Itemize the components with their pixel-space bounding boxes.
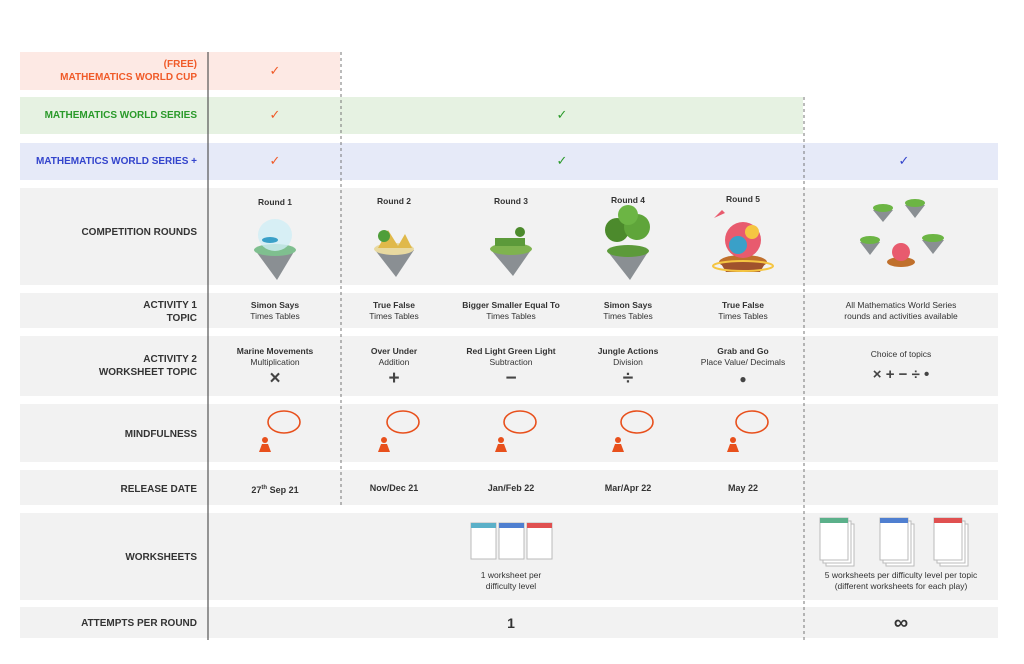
row-label: RELEASE DATE: [120, 484, 198, 495]
cell-subtitle: Times Tables: [486, 311, 536, 321]
cell-title: True False: [372, 300, 416, 310]
check: ✓: [556, 153, 568, 168]
operation-symbols: × + − ÷ •: [872, 366, 930, 383]
round-title: Round 4: [611, 195, 645, 205]
date-suffix: th: [261, 485, 268, 491]
label-line: WORKSHEET TOPIC: [98, 367, 197, 378]
label-line: ACTIVITY 1: [143, 300, 197, 311]
tier-label: MATHEMATICS WORLD SERIES: [44, 110, 197, 121]
operation-symbol: −: [505, 368, 517, 389]
cell: True False Times Tables: [678, 300, 808, 322]
tier-label: MATHEMATICS WORLD SERIES +: [35, 156, 197, 167]
row-label: WORKSHEETS: [125, 552, 197, 563]
check: ✓: [898, 153, 910, 168]
row-label: ACTIVITY 2 WORKSHEET TOPIC: [20, 353, 197, 379]
cell: Choice of topics × + − ÷ •: [836, 349, 966, 386]
cell-line: (different worksheets for each play): [834, 581, 968, 591]
cell: 1 worksheet per difficulty level: [446, 570, 576, 592]
cell: Bigger Smaller Equal To Times Tables: [446, 300, 576, 322]
cell-subtitle: Place Value/ Decimals: [700, 357, 786, 367]
cell: Jungle Actions Division ÷: [563, 346, 693, 390]
check: ✓: [556, 107, 568, 122]
cell-title: True False: [721, 300, 765, 310]
cell-line: All Mathematics World Series: [845, 300, 957, 310]
cell-title: Jungle Actions: [597, 346, 659, 356]
round-title: Round 5: [726, 194, 760, 204]
date: Nov/Dec 21: [369, 483, 419, 493]
cell-subtitle: Division: [613, 357, 643, 367]
cell-title: Over Under: [370, 346, 418, 356]
cell-subtitle: Times Tables: [250, 311, 300, 321]
cell: All Mathematics World Series rounds and a…: [806, 300, 996, 322]
cell-subtitle: Multiplication: [250, 357, 300, 367]
round-title: Round 3: [494, 196, 528, 206]
cell: 5 worksheets per difficulty level per to…: [801, 570, 1001, 592]
attempts-value: 1: [507, 615, 515, 631]
cell-subtitle: Times Tables: [603, 311, 653, 321]
cell-title: Simon Says: [250, 300, 300, 310]
cell-title: Grab and Go: [717, 346, 769, 356]
round-title: Round 2: [377, 196, 411, 206]
cell: Simon Says Times Tables: [210, 300, 340, 322]
row-label: MINDFULNESS: [124, 429, 197, 440]
cell-line: rounds and activities available: [844, 311, 958, 321]
date: May 22: [727, 483, 759, 493]
date: 27th Sep 21: [210, 483, 340, 496]
operation-symbol: +: [388, 368, 400, 389]
check: ✓: [269, 107, 281, 122]
label-line: (FREE): [163, 59, 197, 70]
cell: Grab and Go Place Value/ Decimals ●: [678, 346, 808, 390]
check: ✓: [269, 153, 281, 168]
cell-line: 1 worksheet per: [480, 570, 542, 580]
cell-line: 5 worksheets per difficulty level per to…: [824, 570, 978, 580]
cell: Simon Says Times Tables: [563, 300, 693, 322]
cell-title: Simon Says: [603, 300, 653, 310]
cell-title: Red Light Green Light: [466, 346, 556, 356]
tier-bg: [20, 143, 998, 180]
cell-title: Marine Movements: [236, 346, 314, 356]
operation-symbol: ●: [739, 372, 747, 386]
row-label: ACTIVITY 1 TOPIC: [20, 299, 197, 325]
cell-subtitle: Subtraction: [489, 357, 533, 367]
row-bg: [20, 607, 998, 638]
operation-symbol: ÷: [622, 368, 634, 389]
check: ✓: [269, 63, 281, 78]
row-label: COMPETITION ROUNDS: [81, 227, 197, 238]
cell-subtitle: Times Tables: [718, 311, 768, 321]
round-title: Round 1: [258, 197, 292, 207]
cell: Marine Movements Multiplication ×: [210, 346, 340, 390]
label-line: TOPIC: [166, 313, 197, 324]
label-line: MATHEMATICS WORLD CUP: [60, 72, 197, 83]
row-bg: [20, 336, 998, 396]
attempts-value: ∞: [893, 612, 909, 634]
tier-label: (FREE) MATHEMATICS WORLD CUP: [20, 58, 197, 84]
tier-bg: [20, 97, 803, 134]
operation-symbol: ×: [269, 368, 281, 389]
row-label: ATTEMPTS PER ROUND: [81, 618, 197, 629]
row-bg: [20, 470, 998, 505]
cell: Red Light Green Light Subtraction −: [446, 346, 576, 390]
date: Mar/Apr 22: [604, 483, 652, 493]
cell: True False Times Tables: [329, 300, 459, 322]
date-rest: Sep 21: [269, 485, 299, 495]
cell-title: Choice of topics: [870, 349, 932, 359]
cell-subtitle: Times Tables: [369, 311, 419, 321]
cell: Over Under Addition +: [329, 346, 459, 390]
cell-title: Bigger Smaller Equal To: [462, 300, 560, 310]
cell-line: difficulty level: [485, 581, 537, 591]
label-line: ACTIVITY 2: [143, 354, 197, 365]
date-day: 27: [251, 485, 262, 495]
row-bg: [20, 293, 998, 328]
date: Jan/Feb 22: [487, 483, 535, 493]
cell-subtitle: Addition: [378, 357, 410, 367]
tier-bg: [20, 52, 340, 90]
